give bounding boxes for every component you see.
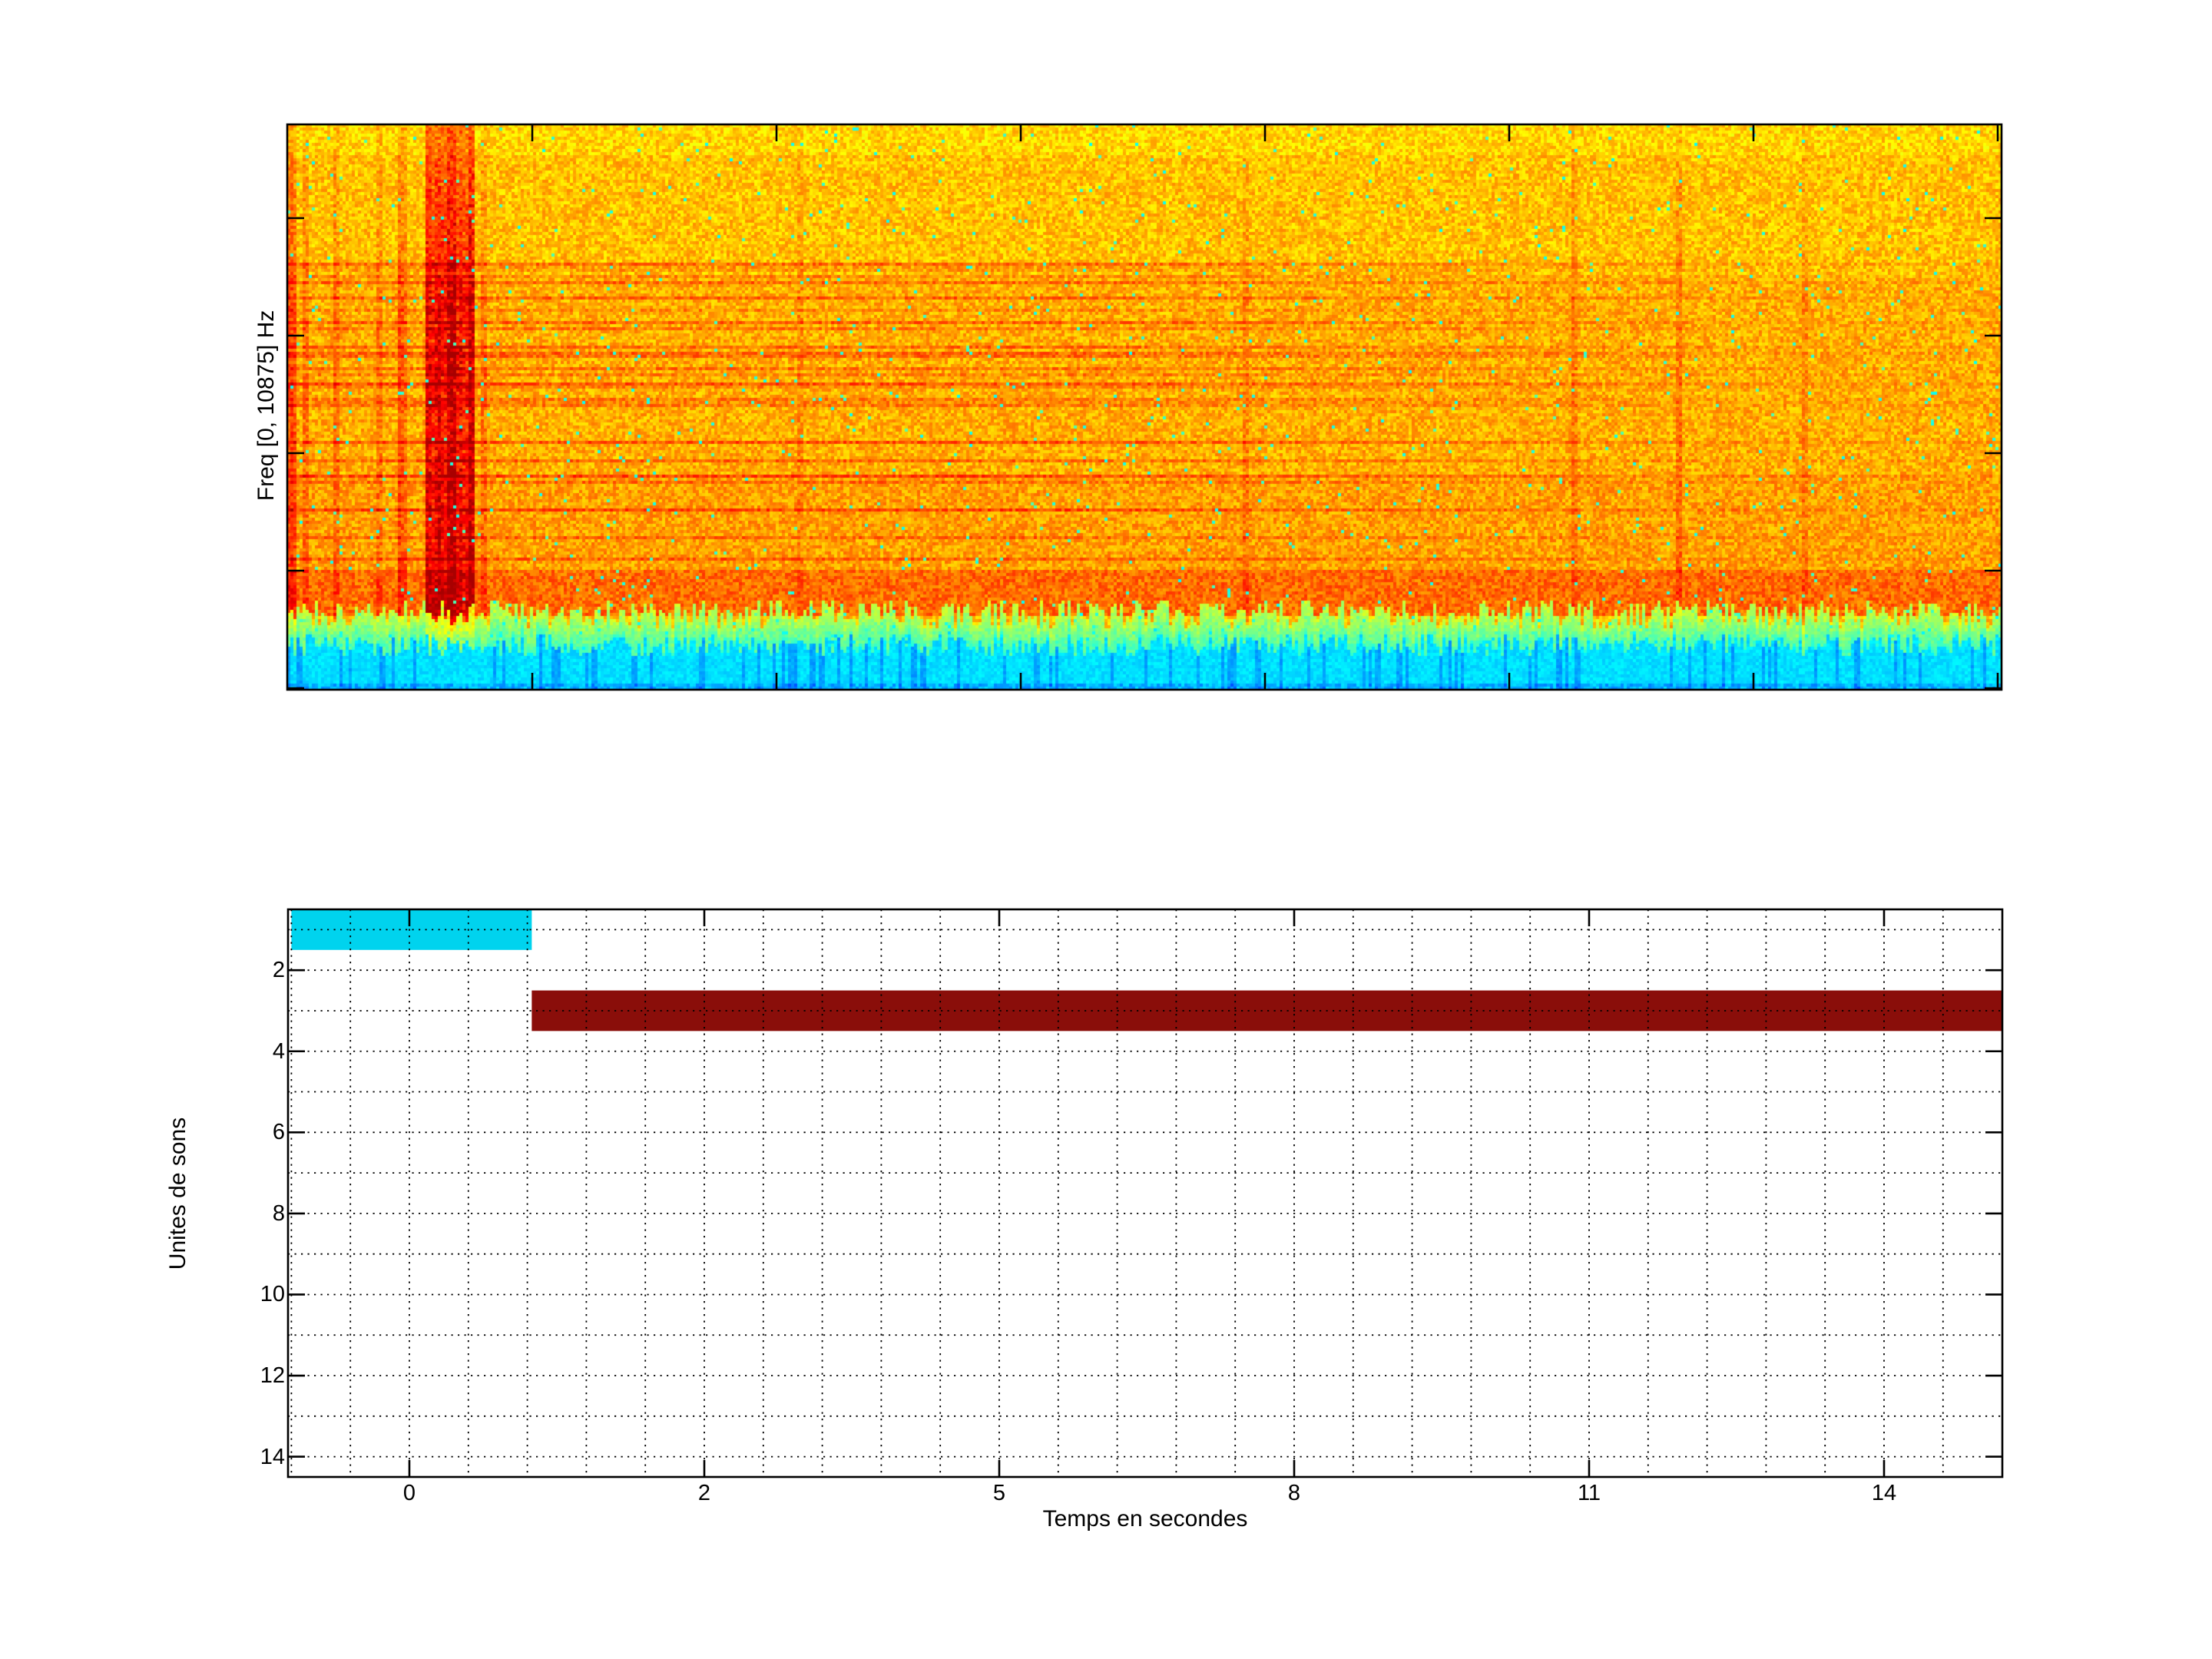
y-tick-label: 8 [272, 1200, 285, 1226]
x-tick-label: 2 [697, 1481, 711, 1505]
y-tick-label: 12 [260, 1363, 285, 1389]
spectrogram-axes [286, 123, 2003, 691]
x-tick-label: 14 [1871, 1481, 1897, 1505]
spectrogram-ylabel: Freq [0, 10875] Hz [253, 310, 279, 502]
y-tick-label: 4 [272, 1038, 285, 1064]
y-tick-label: 2 [272, 958, 285, 983]
y-tick-label: 10 [260, 1282, 285, 1307]
x-tick-label: 5 [992, 1481, 1006, 1505]
timeline-xlabel: Temps en secondes [1042, 1506, 1248, 1532]
timeline-plot [286, 908, 2004, 1479]
y-tick-label: 14 [260, 1444, 285, 1469]
timeline-ylabel: Unites de sons [165, 1117, 190, 1270]
y-tick-label: 6 [272, 1120, 285, 1145]
spectrogram-image [287, 124, 2002, 690]
x-tick-label: 8 [1287, 1481, 1301, 1505]
x-tick-label: 0 [402, 1481, 416, 1505]
x-tick-label: 11 [1577, 1481, 1601, 1505]
